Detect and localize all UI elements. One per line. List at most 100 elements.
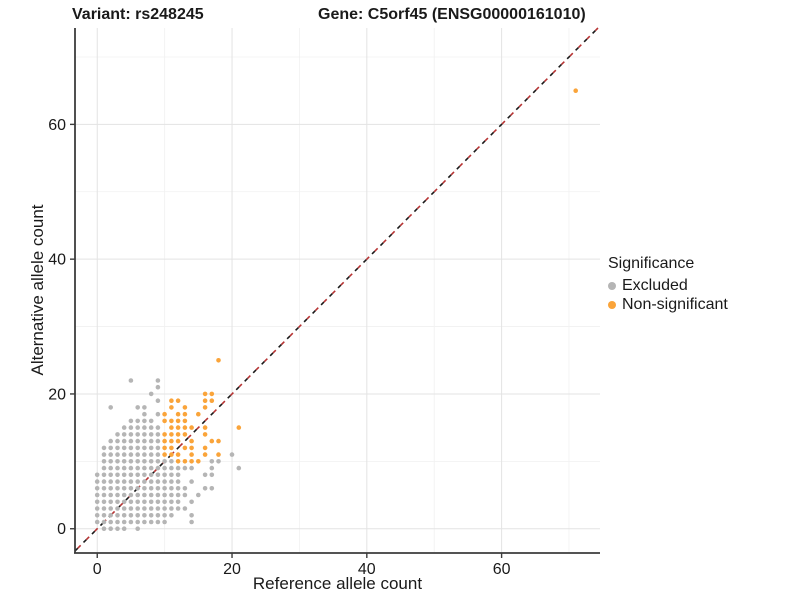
y-tick-label: 0 xyxy=(57,521,66,538)
data-point xyxy=(175,492,181,498)
data-point xyxy=(101,465,107,471)
data-point xyxy=(135,526,140,531)
data-point xyxy=(108,459,113,464)
plot-title-variant: Variant: rs248245 xyxy=(72,6,204,23)
data-point xyxy=(155,445,161,451)
data-point xyxy=(108,492,113,498)
data-point xyxy=(128,425,134,430)
data-point xyxy=(128,486,134,491)
plot-title-gene: Gene: C5orf45 (ENSG00000161010) xyxy=(318,6,586,23)
data-point xyxy=(155,465,161,471)
data-point xyxy=(108,526,113,531)
data-point xyxy=(175,452,181,457)
data-point xyxy=(175,459,181,464)
data-point xyxy=(115,526,120,531)
data-point xyxy=(128,465,134,471)
data-point xyxy=(101,513,107,518)
data-point xyxy=(202,405,208,410)
data-point xyxy=(135,405,140,410)
data-point xyxy=(121,465,127,471)
data-point xyxy=(121,526,127,531)
data-point xyxy=(94,486,100,491)
data-point xyxy=(142,411,147,417)
data-point xyxy=(121,492,127,498)
data-point xyxy=(182,506,188,511)
data-point xyxy=(209,398,215,404)
data-point xyxy=(121,513,127,518)
data-point xyxy=(94,472,100,478)
data-point xyxy=(128,445,134,451)
data-point xyxy=(101,499,107,505)
data-point xyxy=(108,486,113,491)
data-point xyxy=(128,432,134,437)
data-point xyxy=(115,499,120,505)
data-point xyxy=(162,465,167,471)
data-point xyxy=(229,452,235,457)
x-tick-label: 0 xyxy=(93,561,102,578)
data-point xyxy=(115,492,120,498)
data-point xyxy=(155,459,161,464)
data-point xyxy=(94,513,100,518)
data-point xyxy=(162,479,167,484)
data-point xyxy=(155,438,161,444)
data-point xyxy=(216,459,221,464)
data-point xyxy=(135,492,140,498)
data-point xyxy=(108,519,113,525)
data-point xyxy=(175,432,181,437)
data-point xyxy=(101,486,107,491)
data-point xyxy=(142,465,147,471)
data-point xyxy=(121,425,127,430)
data-point xyxy=(155,425,161,430)
data-point xyxy=(142,438,147,444)
data-point xyxy=(155,506,161,511)
legend-item-non-significant: Non-significant xyxy=(608,295,728,314)
data-point xyxy=(162,411,167,417)
data-point xyxy=(108,472,113,478)
data-point xyxy=(175,465,181,471)
data-point xyxy=(189,513,194,518)
data-point xyxy=(209,459,215,464)
data-point xyxy=(148,452,154,457)
data-point xyxy=(155,452,161,457)
legend-title: Significance xyxy=(608,255,695,272)
data-point xyxy=(155,492,161,498)
data-point xyxy=(142,519,147,525)
data-point xyxy=(94,519,100,525)
data-point xyxy=(142,432,147,437)
data-point xyxy=(108,438,113,444)
data-point xyxy=(175,398,181,404)
data-point xyxy=(108,465,113,471)
data-point xyxy=(573,88,578,93)
data-point xyxy=(182,405,188,410)
data-point xyxy=(115,513,120,518)
data-point xyxy=(169,513,174,518)
data-point xyxy=(162,438,167,444)
data-point xyxy=(128,479,134,484)
data-point xyxy=(182,432,188,437)
data-point xyxy=(94,479,100,484)
data-point xyxy=(216,358,221,363)
data-point xyxy=(128,499,134,505)
data-point xyxy=(148,472,154,478)
data-point xyxy=(209,465,215,471)
data-point xyxy=(135,465,140,471)
data-point xyxy=(175,425,181,430)
data-point xyxy=(189,425,194,430)
data-point xyxy=(148,445,154,451)
data-point xyxy=(189,452,194,457)
data-point xyxy=(108,506,113,511)
data-point xyxy=(169,438,174,444)
data-point xyxy=(202,391,208,397)
x-tick-label: 40 xyxy=(358,561,376,578)
data-point xyxy=(121,499,127,505)
data-point xyxy=(169,472,174,478)
data-point xyxy=(162,513,167,518)
data-point xyxy=(155,411,161,417)
data-point xyxy=(148,438,154,444)
data-point xyxy=(135,506,140,511)
data-point xyxy=(202,445,208,451)
data-point xyxy=(115,506,120,511)
data-point xyxy=(128,378,134,383)
data-point xyxy=(175,506,181,511)
data-point xyxy=(142,492,147,498)
